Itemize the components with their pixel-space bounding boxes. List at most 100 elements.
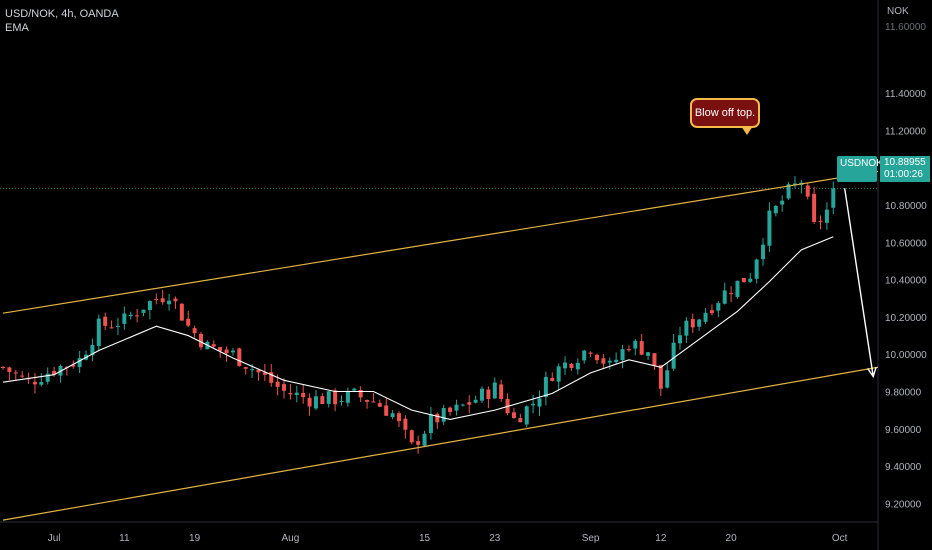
candle-body (141, 309, 146, 313)
candle-body (780, 200, 785, 205)
channel-lower-line[interactable] (2, 366, 879, 521)
candle-body (767, 210, 772, 246)
y-tick-label: 10.40000 (885, 276, 927, 287)
candle-body (7, 367, 12, 372)
candle-body (307, 397, 312, 407)
candle-body (626, 349, 631, 351)
candle-body (173, 298, 178, 302)
candle-body (301, 392, 306, 398)
candle-body (326, 391, 331, 404)
candle-body (537, 398, 542, 407)
candle-body (460, 404, 465, 406)
candle-body (396, 413, 401, 422)
candle-body (824, 209, 829, 223)
candle-body (384, 405, 389, 416)
candle-body (135, 315, 140, 317)
candle-body (467, 402, 472, 405)
candle-body (646, 352, 651, 356)
candle-body (103, 316, 108, 326)
candle-body (614, 359, 619, 363)
candle-body (831, 188, 836, 208)
y-tick-label: 11.40000 (885, 89, 926, 100)
x-tick-label: Sep (582, 533, 600, 544)
candle-body (639, 341, 644, 355)
bar-countdown: 01:00:26 (884, 169, 923, 180)
candle-body (435, 413, 440, 423)
candle-body (601, 358, 606, 364)
candle-body (90, 345, 95, 356)
candle-body (524, 406, 529, 425)
candle-body (96, 318, 101, 347)
candle-body (697, 319, 702, 327)
candle-body (594, 354, 599, 361)
candle-body (71, 364, 76, 367)
candle-body (703, 312, 708, 322)
candle-body (256, 369, 261, 373)
candle-body (665, 370, 670, 388)
candle-body (480, 388, 485, 401)
candle-body (671, 342, 676, 369)
candle-body (716, 303, 721, 311)
candle-body (633, 340, 638, 349)
indicator-label[interactable]: EMA (5, 22, 29, 34)
candle-body (428, 414, 433, 434)
candle-body (154, 298, 159, 300)
candle-body (684, 320, 689, 336)
channel-upper-line[interactable] (2, 170, 879, 314)
x-tick-label: 23 (489, 533, 501, 544)
candle-body (448, 407, 453, 412)
candle-body (563, 362, 568, 369)
candle-body (192, 328, 197, 334)
candle-body (282, 384, 287, 391)
candle-body (39, 382, 44, 385)
candle-body (115, 325, 120, 327)
candle-body (492, 382, 497, 399)
candle-body (198, 333, 203, 348)
candle-body (294, 392, 299, 395)
candle-body (313, 396, 318, 409)
y-tick-label: 9.40000 (885, 462, 922, 473)
candle-body (511, 412, 516, 419)
x-tick-label: Aug (282, 533, 300, 544)
candle-body (358, 390, 363, 398)
candle-body (729, 293, 734, 295)
candle-body (13, 372, 18, 374)
candle-body (499, 384, 504, 399)
candle-body (211, 344, 216, 347)
candle-body (556, 366, 561, 382)
candle-body (275, 381, 280, 387)
candle-body (709, 310, 714, 314)
candle-body (288, 393, 293, 395)
candle-body (224, 349, 229, 354)
candle-body (518, 418, 523, 423)
candle-body (441, 407, 446, 422)
y-axis-ticks: 9.20000 9.40000 9.60000 9.80000 10.00000 10.2… (885, 22, 927, 510)
candle-body (179, 303, 184, 321)
candle-body (20, 375, 25, 377)
y-tick-label: 9.60000 (885, 425, 922, 436)
symbol-title[interactable]: USD/NOK, 4h, OANDA (5, 8, 119, 20)
x-tick-label: 12 (655, 533, 667, 544)
annotation-callout[interactable]: Blow off top. (690, 98, 760, 128)
annotation-text: Blow off top. (694, 107, 756, 119)
candle-body (371, 401, 376, 403)
x-tick-label: 19 (189, 533, 201, 544)
candle-body (786, 184, 791, 199)
projection-arrow[interactable] (843, 188, 877, 379)
x-tick-label: 11 (119, 533, 130, 544)
candle-body (390, 413, 395, 418)
y-tick-label: 10.20000 (885, 313, 927, 324)
candle-body (754, 259, 759, 279)
candle-body (486, 389, 491, 400)
candle-body (588, 352, 593, 354)
candle-body (333, 390, 338, 405)
candle-body (128, 314, 133, 317)
candle-body (735, 280, 740, 297)
candle-body (243, 367, 248, 369)
candle-body (345, 390, 350, 403)
candle-body (761, 244, 766, 260)
candle-body (582, 350, 587, 361)
candle-body (1, 366, 5, 368)
y-tick-label-top: 11.60000 (885, 22, 926, 33)
